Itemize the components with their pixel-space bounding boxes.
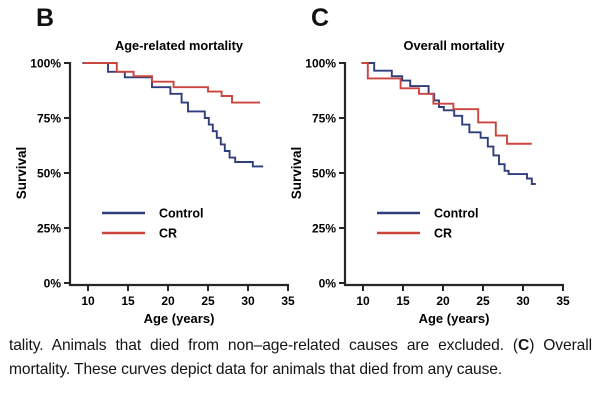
y-tick-label: 100% <box>30 57 61 71</box>
x-tick-label: 20 <box>436 294 450 308</box>
caption-text-bold-c: C <box>518 337 530 354</box>
legend-label-cr: CR <box>159 227 177 241</box>
chart-b: Age-related mortality 0% 25% 50% 75% 100% 10 15… <box>14 38 295 326</box>
series-line-control <box>362 62 536 185</box>
axes-lines <box>68 62 289 287</box>
x-axis-title: Age (years) <box>419 311 490 326</box>
panel-label-b: B <box>36 4 54 32</box>
y-tick-label: 50% <box>37 167 61 181</box>
series-line-cr <box>361 62 532 145</box>
x-axis-title: Age (years) <box>144 311 215 326</box>
figure-caption: tality. Animals that died from non–age-r… <box>9 334 592 381</box>
legend-label-control: Control <box>159 207 203 221</box>
series-line-control <box>82 62 264 168</box>
y-tick-label: 50% <box>312 167 336 181</box>
x-tick-label: 20 <box>161 294 175 308</box>
x-tick-label: 30 <box>516 294 530 308</box>
caption-text-start: tality. Animals that died from non–age-r… <box>9 337 519 354</box>
panel-label-c: C <box>311 4 329 32</box>
x-tick-label: 10 <box>81 294 95 308</box>
x-tick-label: 10 <box>356 294 370 308</box>
y-axis-title: Survival <box>289 147 304 200</box>
x-tick-label: 30 <box>241 294 255 308</box>
x-tick-label: 15 <box>121 294 135 308</box>
chart-title: Overall mortality <box>404 38 506 53</box>
y-tick-label: 100% <box>305 57 336 71</box>
y-tick-label: 0% <box>44 277 62 291</box>
y-tick-label: 25% <box>312 222 336 236</box>
axes-lines <box>343 62 564 287</box>
y-tick-label: 25% <box>37 222 61 236</box>
x-tick-label: 35 <box>556 294 570 308</box>
series-line-cr <box>83 62 260 104</box>
legend-label-control: Control <box>434 207 478 221</box>
x-tick-label: 35 <box>281 294 295 308</box>
y-tick-label: 0% <box>319 277 337 291</box>
chart-c: Overall mortality 0% 25% 50% 75% 100% 10 15 20 25… <box>289 38 570 326</box>
y-tick-label: 75% <box>37 112 61 126</box>
x-tick-label: 25 <box>476 294 490 308</box>
chart-title: Age-related mortality <box>115 38 244 53</box>
caption-text-end: ) Overall mortality. These curves depict… <box>9 337 592 378</box>
y-axis-title: Survival <box>14 147 29 200</box>
legend-label-cr: CR <box>434 227 452 241</box>
x-tick-label: 25 <box>201 294 215 308</box>
x-tick-label: 15 <box>396 294 410 308</box>
y-tick-label: 75% <box>312 112 336 126</box>
